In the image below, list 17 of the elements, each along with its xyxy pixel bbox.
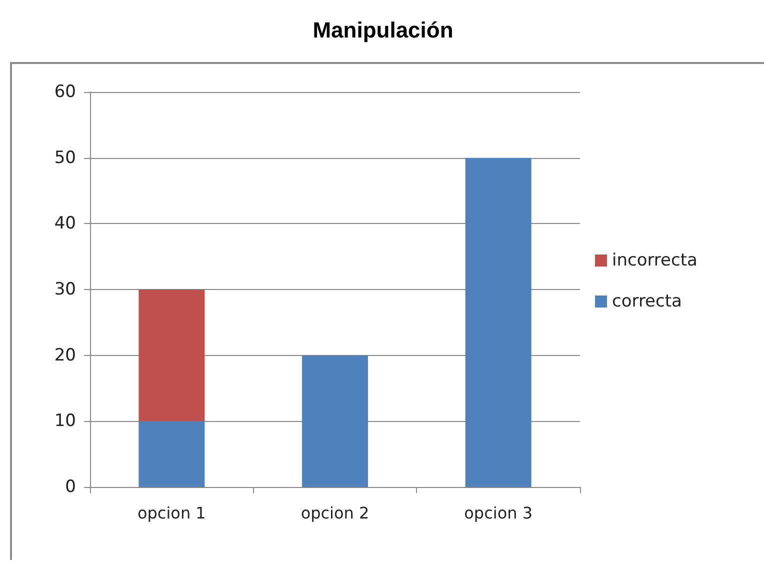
legend-label: correcta [612,292,682,312]
y-tick-label: 50 [54,148,76,168]
bar [465,158,532,487]
y-tick-label: 30 [54,280,76,300]
bar [138,421,205,487]
y-tick-label: 20 [54,345,76,366]
y-tick-label: 60 [54,82,76,102]
chart-title: Manipulación [312,18,454,42]
y-tick-label: 0 [65,477,76,497]
bar [302,355,368,487]
y-tick-label: 40 [54,214,76,234]
x-tick-label: opcion 3 [464,504,533,522]
bar [138,290,205,422]
y-tick-label: 10 [54,411,76,432]
x-tick-label: opcion 1 [137,504,206,522]
x-tick-label: opcion 2 [300,504,370,522]
legend-label: incorrecta [612,250,698,270]
